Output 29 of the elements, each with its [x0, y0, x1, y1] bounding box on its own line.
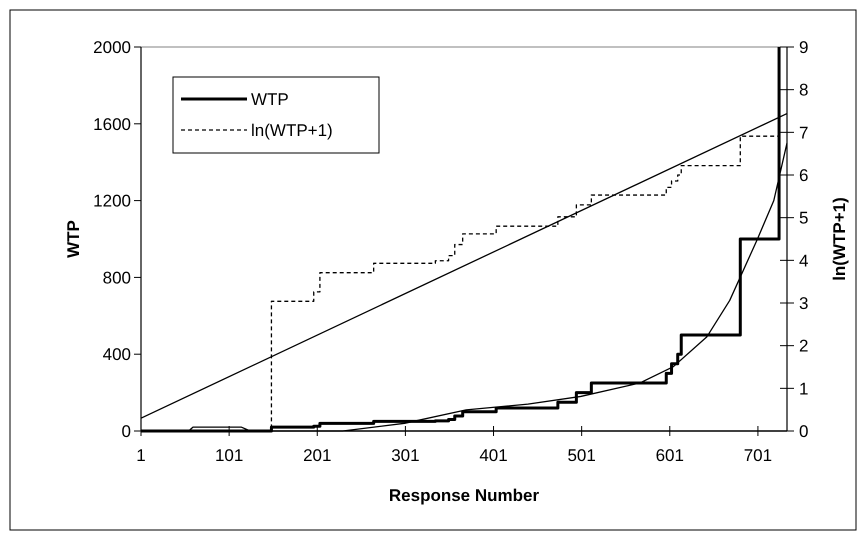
x-axis-title: Response Number	[388, 486, 540, 505]
y2-tick-label: 5	[799, 208, 808, 228]
x-tick-label: 701	[744, 446, 772, 465]
y2-tick-label: 6	[799, 166, 808, 185]
x-tick-label: 401	[479, 446, 508, 465]
y2-tick-label: 8	[799, 80, 808, 100]
y-axis-title: WTP	[64, 220, 83, 258]
y2-tick-label: 1	[799, 379, 808, 398]
y2-tick-label: 2	[799, 336, 808, 356]
x-tick-label: 201	[303, 446, 332, 465]
y2-axis-title: ln(WTP+1)	[830, 197, 849, 281]
x-tick-label: 501	[567, 446, 596, 465]
y2-tick-label: 3	[799, 294, 808, 313]
y-tick-label: 1600	[93, 114, 131, 134]
y-tick-label: 0	[122, 422, 131, 441]
y2-tick-label: 0	[799, 422, 808, 441]
x-tick-label: 601	[656, 446, 684, 465]
x-tick-label: 1	[136, 446, 146, 465]
y-tick-label: 2000	[93, 38, 131, 57]
x-tick-label: 101	[214, 446, 244, 465]
x-tick-label: 301	[391, 446, 420, 465]
y-tick-label: 400	[102, 345, 131, 364]
legend-label: ln(WTP+1)	[251, 121, 333, 140]
y2-tick-label: 7	[799, 123, 808, 142]
legend-label: WTP	[251, 90, 289, 109]
y-tick-label: 800	[102, 268, 131, 288]
y2-tick-label: 9	[799, 38, 808, 57]
y2-tick-label: 4	[799, 251, 808, 270]
y-tick-label: 1200	[93, 192, 131, 211]
